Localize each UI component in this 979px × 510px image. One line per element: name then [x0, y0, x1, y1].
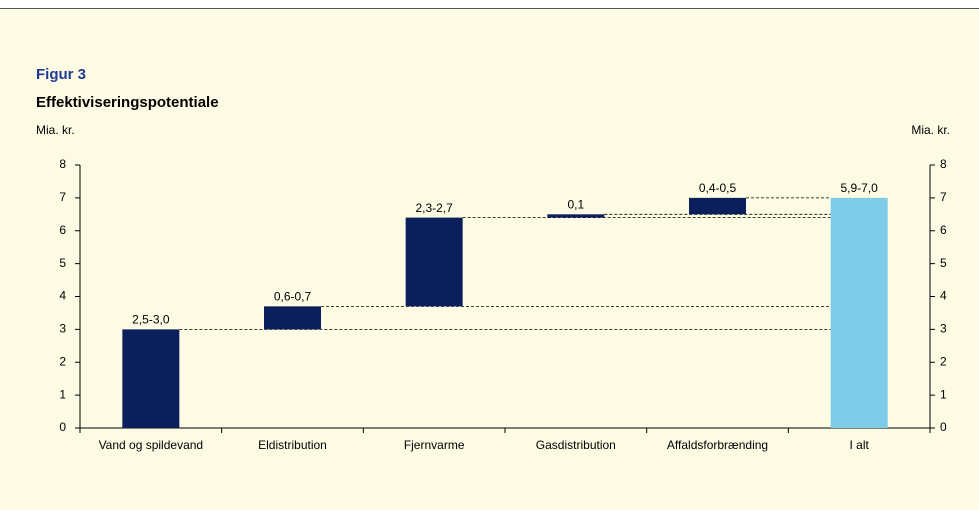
x-tick-label: Affaldsforbrænding — [667, 438, 768, 452]
chart-title: Effektiviseringspotentiale — [36, 94, 219, 111]
bar — [830, 197, 888, 428]
y-axis-label: Mia. kr. — [36, 123, 75, 137]
y-tick-label: 6 — [59, 223, 66, 237]
y2-tick-label: 4 — [940, 289, 947, 303]
y-tick-label: 5 — [59, 256, 66, 270]
x-tick-label: Fjernvarme — [404, 438, 465, 452]
y2-tick-label: 5 — [940, 256, 947, 270]
value-label: 2,5-3,0 — [132, 313, 170, 327]
value-label: 0,1 — [567, 197, 584, 211]
bar — [547, 214, 605, 218]
figure-label: Figur 3 — [36, 66, 86, 83]
bar — [122, 329, 180, 428]
y-tick-label: 2 — [59, 354, 66, 368]
bar — [264, 306, 321, 330]
value-label: 0,4-0,5 — [699, 181, 737, 195]
value-label: 5,9-7,0 — [840, 181, 878, 195]
y-tick-label: 8 — [59, 157, 66, 171]
y2-tick-label: 6 — [940, 223, 947, 237]
y-tick-label: 0 — [59, 420, 66, 434]
y2-axis-label: Mia. kr. — [911, 123, 950, 137]
x-tick-label: I alt — [849, 438, 869, 452]
y2-tick-label: 7 — [940, 190, 947, 204]
y2-tick-label: 3 — [940, 322, 947, 336]
y-tick-label: 4 — [59, 289, 66, 303]
y2-tick-label: 0 — [940, 420, 947, 434]
y2-tick-label: 2 — [940, 354, 947, 368]
y-tick-label: 3 — [59, 322, 66, 336]
x-tick-label: Eldistribution — [258, 438, 327, 452]
y-tick-label: 1 — [59, 387, 66, 401]
value-label: 0,6-0,7 — [274, 290, 312, 304]
bar — [689, 197, 746, 215]
value-label: 2,3-2,7 — [415, 201, 453, 215]
x-tick-label: Gasdistribution — [536, 438, 616, 452]
y2-tick-label: 8 — [940, 157, 947, 171]
y-tick-label: 7 — [59, 190, 66, 204]
x-tick-label: Vand og spildevand — [99, 438, 204, 452]
y2-tick-label: 1 — [940, 387, 947, 401]
bar — [405, 217, 463, 307]
